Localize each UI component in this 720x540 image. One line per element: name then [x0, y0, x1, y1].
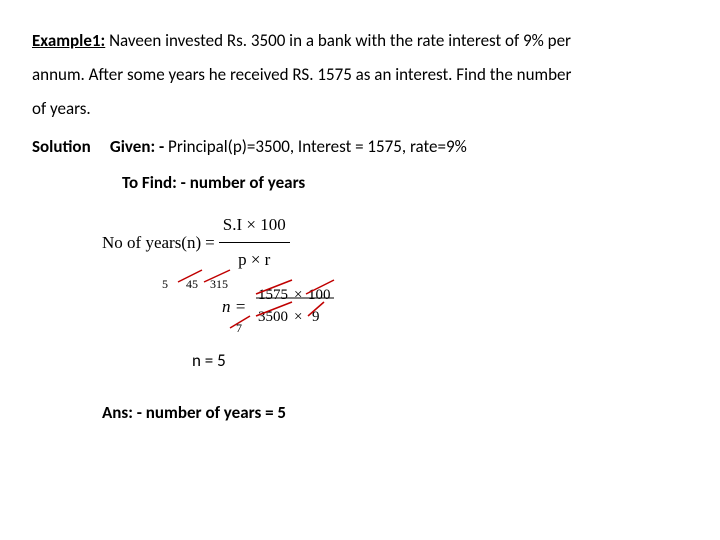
problem-line-2: annum. After some years he received RS. …: [32, 58, 688, 92]
calc-overlay: [162, 266, 422, 336]
calculation: 5 45 315 n = 1575 × 100 3500 × 9 7: [162, 266, 422, 336]
problem-line-3: of years.: [32, 92, 688, 126]
page: Example1: Naveen invested Rs. 3500 in a …: [0, 0, 720, 454]
example-label: Example1:: [32, 30, 105, 51]
answer-label: Ans: -: [102, 402, 142, 423]
result: n = 5: [192, 344, 688, 378]
given-text: Principal(p)=3500, Interest = 1575, rate…: [164, 136, 467, 157]
answer: Ans: - number of years = 5: [102, 396, 688, 430]
answer-text: number of years = 5: [142, 402, 286, 423]
tofind-label: To Find: -: [122, 172, 186, 193]
formula-eq: =: [205, 226, 215, 260]
formula-numerator: S.I × 100: [219, 208, 290, 242]
formula: No of years(n) = S.I × 100 p × r: [102, 208, 688, 260]
tofind: To Find: - number of years: [122, 166, 688, 200]
given-label: Given: -: [110, 136, 164, 157]
formula-lhs: No of years(n): [102, 226, 201, 260]
problem-text: Example1: Naveen invested Rs. 3500 in a …: [32, 24, 688, 58]
solution-line: Solution Given: - Principal(p)=3500, Int…: [32, 130, 688, 164]
solution-label: Solution: [32, 136, 91, 157]
tofind-text: number of years: [186, 172, 305, 193]
problem-line-1: Naveen invested Rs. 3500 in a bank with …: [105, 30, 571, 51]
